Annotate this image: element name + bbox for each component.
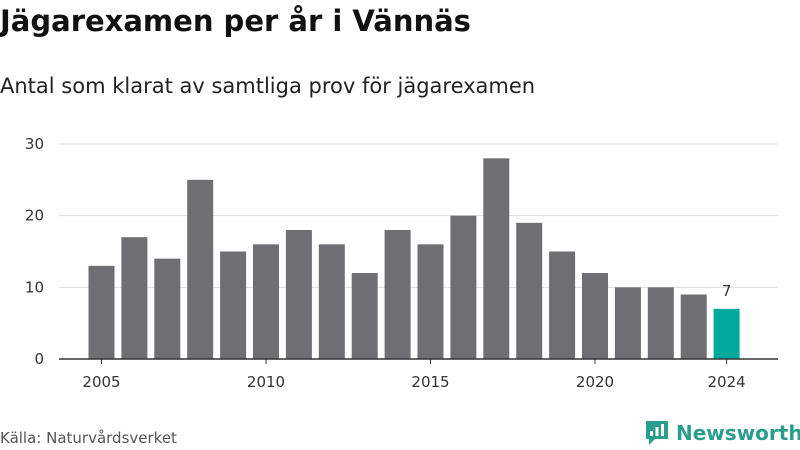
bar — [450, 215, 477, 359]
bar — [351, 273, 378, 359]
bar — [582, 273, 608, 359]
bar-chart: 0 10 20 30 7 2005 2010 2015 2020 2024 — [25, 135, 778, 391]
bar — [154, 258, 181, 359]
y-tick-label: 20 — [25, 207, 44, 225]
x-tick-label: 2015 — [411, 373, 449, 391]
data-label: 7 — [722, 282, 732, 300]
chart-title: Jägarexamen per år i Vännäs — [0, 4, 471, 38]
bar — [417, 244, 444, 359]
axes — [59, 358, 778, 364]
y-tick-label: 10 — [25, 278, 44, 296]
bar — [483, 158, 510, 359]
bar — [88, 265, 115, 359]
bar — [516, 222, 543, 359]
bar — [647, 287, 674, 359]
bar — [220, 251, 247, 359]
x-tick-label: 2005 — [82, 373, 120, 391]
bar — [318, 244, 345, 359]
bars — [88, 158, 740, 359]
bar — [187, 179, 214, 359]
bar — [121, 237, 148, 359]
bar-highlight — [713, 308, 740, 359]
bar — [253, 244, 279, 359]
x-tick-label: 2020 — [576, 373, 614, 391]
bar — [549, 251, 576, 359]
x-tick-label: 2010 — [247, 373, 285, 391]
newsworthy-logo-icon — [646, 421, 668, 445]
source-note: Källa: Naturvårdsverket — [0, 429, 177, 447]
chart-subtitle: Antal som klarat av samtliga prov för jä… — [0, 74, 536, 98]
y-tick-label: 30 — [25, 135, 44, 153]
bar — [680, 294, 707, 359]
brand-name: Newsworthy — [676, 421, 800, 445]
bar — [285, 230, 312, 359]
labels: 0 10 20 30 7 2005 2010 2015 2020 2024 — [25, 135, 746, 391]
y-tick-label: 0 — [34, 350, 44, 368]
bar — [384, 230, 411, 359]
brand-logo: Newsworthy — [644, 419, 800, 447]
x-tick-label: 2024 — [708, 373, 746, 391]
bar — [614, 287, 641, 359]
